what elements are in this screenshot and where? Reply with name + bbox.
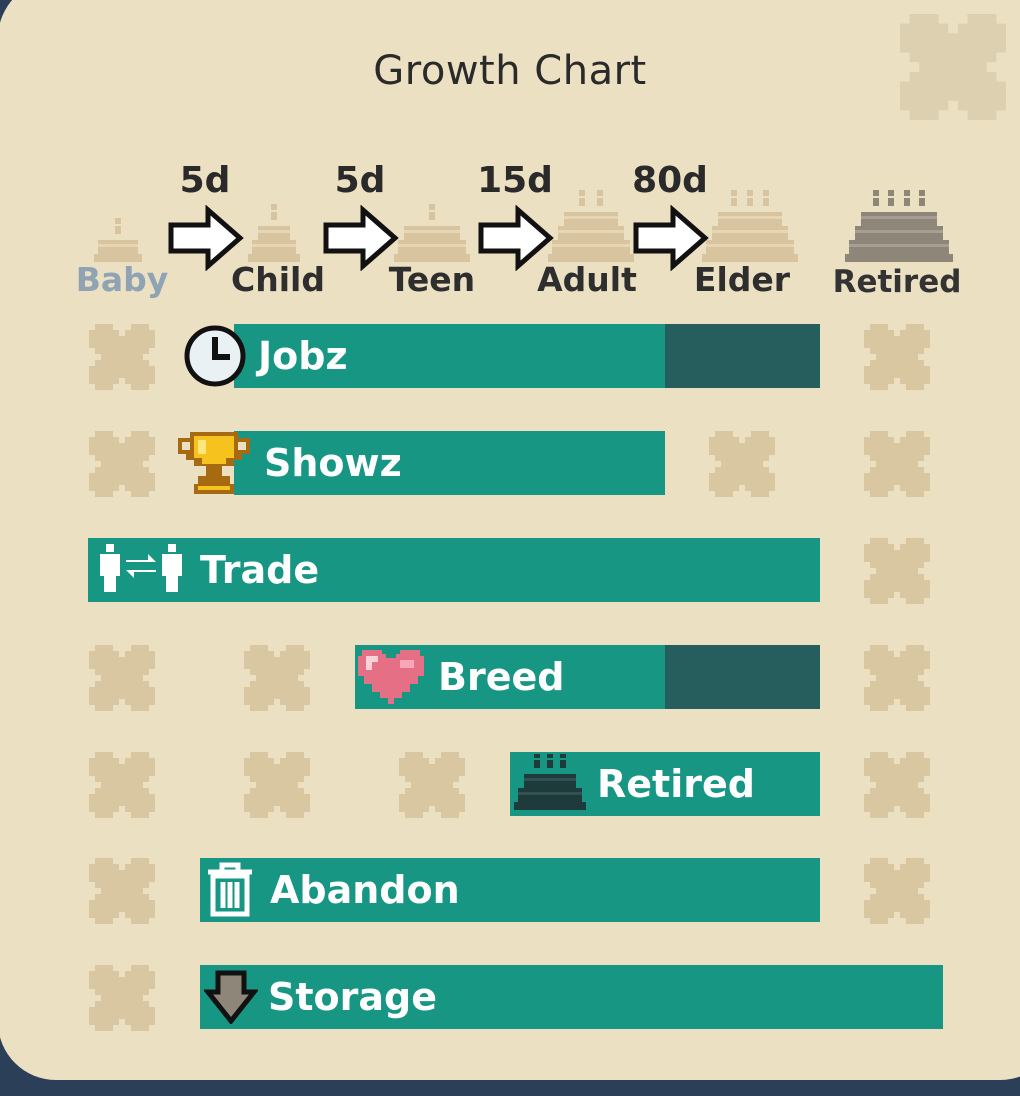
unavailable-x-icon bbox=[244, 752, 310, 818]
row-label-storage: Storage bbox=[268, 975, 437, 1019]
trophy-icon bbox=[178, 432, 250, 494]
row-label-showz: Showz bbox=[264, 441, 402, 485]
row-bar-unavailable-segment bbox=[665, 324, 820, 388]
unavailable-x-icon bbox=[864, 538, 930, 604]
child-cake-icon bbox=[248, 204, 300, 262]
unavailable-x-icon bbox=[709, 431, 775, 497]
arrow-right-icon bbox=[478, 205, 554, 271]
page-title: Growth Chart bbox=[373, 48, 647, 94]
duration-teen-adult: 15d bbox=[477, 160, 553, 201]
arrow-right-icon bbox=[323, 205, 399, 271]
row-bar-storage bbox=[200, 965, 943, 1029]
row-label-trade: Trade bbox=[200, 548, 320, 592]
stage-label-baby: Baby bbox=[75, 260, 169, 299]
row-bar-showz bbox=[234, 431, 665, 495]
baby-cake-icon bbox=[94, 218, 142, 262]
retired-cake-icon bbox=[514, 754, 586, 810]
row-bar-breed bbox=[355, 645, 820, 709]
retired-cake-icon bbox=[845, 190, 953, 262]
row-label-retired: Retired bbox=[597, 762, 755, 806]
unavailable-x-icon bbox=[864, 858, 930, 924]
heart-icon bbox=[358, 650, 424, 704]
clock-icon bbox=[184, 325, 246, 387]
unavailable-x-icon bbox=[89, 965, 155, 1031]
row-bar-unavailable-segment bbox=[665, 645, 820, 709]
unavailable-x-icon bbox=[89, 324, 155, 390]
row-bar-jobz bbox=[234, 324, 820, 388]
duration-child-teen: 5d bbox=[334, 160, 386, 201]
unavailable-x-icon bbox=[864, 752, 930, 818]
row-label-jobz: Jobz bbox=[258, 334, 348, 378]
unavailable-x-icon bbox=[89, 858, 155, 924]
row-label-breed: Breed bbox=[438, 655, 565, 699]
unavailable-x-icon bbox=[89, 752, 155, 818]
duration-adult-elder: 80d bbox=[632, 160, 708, 201]
elder-cake-icon bbox=[702, 190, 798, 262]
adult-cake-icon bbox=[548, 190, 634, 262]
unavailable-x-icon bbox=[89, 431, 155, 497]
stage-label-teen: Teen bbox=[388, 260, 476, 299]
close-icon[interactable] bbox=[900, 14, 1006, 120]
arrow-right-icon bbox=[168, 205, 244, 271]
storage-arrow-icon bbox=[204, 970, 258, 1024]
unavailable-x-icon bbox=[864, 431, 930, 497]
stage-label-elder: Elder bbox=[693, 260, 791, 299]
stage-label-child: Child bbox=[231, 260, 325, 299]
unavailable-x-icon bbox=[244, 645, 310, 711]
duration-baby-child: 5d bbox=[179, 160, 231, 201]
stage-label-retired: Retired bbox=[832, 264, 962, 300]
unavailable-x-icon bbox=[399, 752, 465, 818]
teen-cake-icon bbox=[394, 204, 470, 262]
arrow-right-icon bbox=[633, 205, 709, 271]
trash-icon bbox=[208, 862, 252, 917]
unavailable-x-icon bbox=[864, 324, 930, 390]
row-label-abandon: Abandon bbox=[270, 868, 460, 912]
row-bar-trade bbox=[88, 538, 820, 602]
stage-label-adult: Adult bbox=[537, 260, 637, 299]
row-bar-abandon bbox=[200, 858, 820, 922]
unavailable-x-icon bbox=[89, 645, 155, 711]
trade-icon bbox=[100, 544, 182, 592]
unavailable-x-icon bbox=[864, 645, 930, 711]
